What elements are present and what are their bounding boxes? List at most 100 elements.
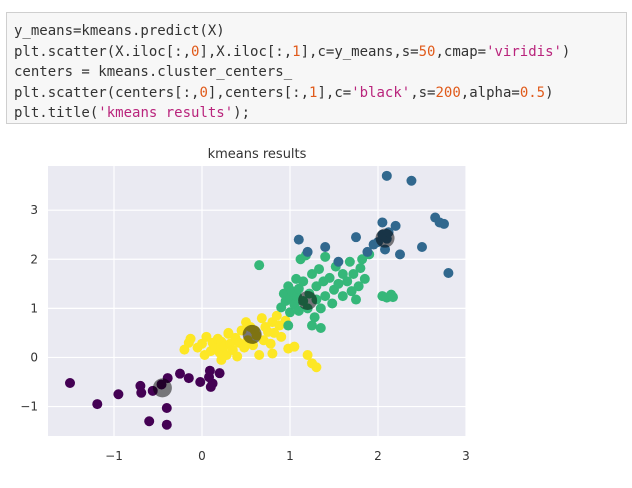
data-point (333, 278, 344, 289)
y-tick-label: −1 (20, 400, 38, 414)
data-point (443, 268, 454, 279)
code-token: y_means=kmeans.predict(X) (14, 23, 225, 39)
data-point (307, 320, 317, 331)
data-point (307, 269, 317, 279)
data-point (348, 269, 359, 279)
data-point (351, 294, 361, 305)
code-token: ) (561, 43, 571, 60)
data-point (254, 350, 265, 360)
code-token: 1 (309, 84, 318, 101)
data-point (390, 220, 401, 231)
y-tick-label: 2 (30, 252, 38, 266)
data-point (337, 269, 348, 279)
data-point (417, 242, 427, 252)
data-point (439, 218, 449, 229)
code-token: 1 (292, 43, 301, 60)
code-token: ],X.iloc[:, (199, 43, 293, 60)
x-tick-label: 0 (198, 449, 206, 463)
scatter-plot: kmeans results −1 0 1 2 3 −1 0 1 2 3 (20, 147, 470, 463)
data-point (298, 276, 309, 287)
code-token: 0 (191, 43, 200, 60)
data-point (346, 286, 357, 297)
code-token: plt.title( (14, 105, 99, 121)
data-point (302, 246, 313, 257)
y-tick-label: 0 (30, 350, 38, 364)
data-point (195, 377, 206, 387)
code-line: plt.title('kmeans results'); (14, 103, 626, 124)
data-point (314, 264, 325, 275)
data-point (293, 283, 304, 294)
data-point (333, 256, 344, 267)
code-line: y_means=kmeans.predict(X) (14, 21, 626, 42)
data-point (271, 310, 282, 321)
code-token: 50 (418, 43, 436, 60)
data-point (161, 419, 172, 430)
code-line: centers = kmeans.cluster_centers_ (14, 62, 626, 83)
data-point (327, 298, 338, 309)
data-point (320, 242, 331, 252)
data-point (285, 307, 295, 318)
code-token: ) (545, 84, 554, 101)
data-point (214, 368, 225, 379)
y-axis-ticks: −1 0 1 2 3 (20, 203, 38, 413)
x-tick-label: 2 (374, 449, 382, 463)
code-token: centers = kmeans.cluster_centers_ (14, 64, 293, 80)
data-point (302, 350, 313, 360)
code-token: ],c= (317, 84, 352, 101)
data-point (353, 281, 364, 292)
gridlines (48, 166, 467, 436)
code-token: ); (233, 105, 251, 121)
data-point (65, 377, 75, 388)
cluster-center (152, 378, 172, 398)
plot-output: kmeans results −1 0 1 2 3 −1 0 1 2 3 (0, 140, 632, 480)
data-point (324, 272, 335, 283)
data-point (377, 217, 388, 228)
cluster-center (298, 291, 318, 311)
code-token: ],centers[:, (207, 84, 310, 101)
cluster-center (375, 228, 395, 248)
data-point (381, 170, 392, 181)
code-line: plt.scatter(centers[:,0],centers[:,1],c=… (14, 83, 626, 104)
code-token: 0.5 (519, 84, 546, 101)
code-token: ],c=y_means,s= (300, 43, 419, 60)
data-point (276, 331, 287, 342)
data-point (204, 365, 215, 376)
code-token: 'black' (351, 84, 411, 101)
data-point (293, 234, 304, 245)
chart-title: kmeans results (208, 147, 307, 162)
code-line: plt.scatter(X.iloc[:,0],X.iloc[:,1],c=y_… (14, 42, 626, 63)
code-token: ,s= (410, 84, 436, 101)
data-point (293, 305, 304, 316)
data-point (315, 323, 326, 333)
data-point (232, 351, 243, 362)
data-point (267, 348, 278, 359)
data-point (216, 354, 227, 365)
data-point (320, 251, 331, 262)
code-token: 200 (435, 84, 461, 101)
data-point (311, 281, 322, 292)
data-point (185, 333, 196, 344)
data-point (406, 175, 417, 186)
code-cell[interactable]: y_means=kmeans.predict(X) plt.scatter(X.i… (6, 12, 627, 124)
x-tick-label: 3 (462, 449, 470, 463)
cluster-center (242, 324, 262, 344)
data-point (254, 260, 265, 271)
plot-area (48, 166, 466, 436)
data-point (344, 256, 355, 267)
data-point (357, 254, 368, 265)
code-token: plt.scatter(X.iloc[:, (14, 43, 192, 60)
data-point (113, 389, 124, 400)
code-token: ,cmap= (435, 43, 487, 60)
data-point (92, 399, 103, 410)
x-tick-label: −1 (105, 449, 123, 463)
data-point (265, 338, 276, 349)
code-token: 0 (199, 84, 208, 101)
data-point (309, 312, 320, 323)
data-point (362, 246, 373, 257)
data-point (175, 368, 185, 379)
data-point (307, 358, 317, 369)
data-point (337, 291, 348, 302)
data-point (289, 341, 300, 352)
y-tick-label: 1 (30, 301, 38, 315)
data-point (223, 327, 234, 338)
